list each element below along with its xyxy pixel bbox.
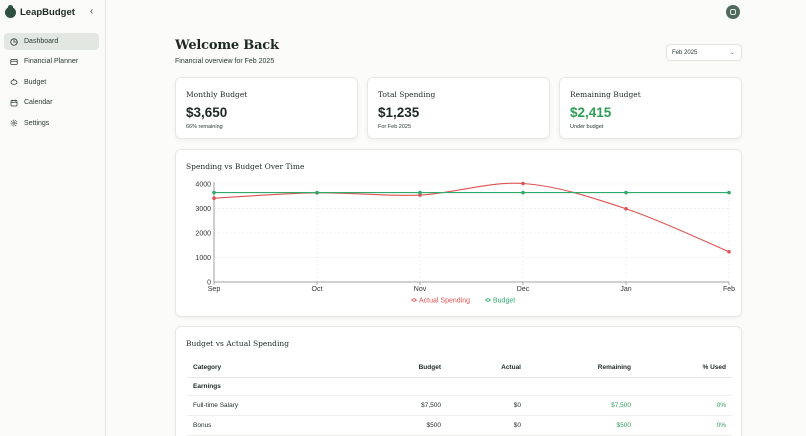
cell-budget: $500 (357, 415, 447, 436)
cell-remaining: $500 (527, 415, 637, 436)
sidebar-item-label: Settings (24, 119, 50, 127)
cell-category: Full-time Salary (187, 395, 357, 416)
user-avatar[interactable] (726, 5, 740, 19)
data-point (727, 249, 731, 254)
x-tick-label: Jan (620, 286, 631, 293)
sidebar-item-dashboard[interactable]: Dashboard (4, 33, 99, 50)
sidebar-item-calendar[interactable]: Calendar (4, 94, 99, 111)
x-tick-label: Nov (414, 286, 427, 293)
data-point (624, 206, 628, 211)
brand-name: LeapBudget (20, 6, 75, 18)
user-icon (730, 9, 736, 15)
column-header: Budget (357, 358, 447, 378)
monthly-budget-card: Monthly Budget $3,650 66% remaining (175, 77, 358, 139)
cell-used: 0% (637, 415, 732, 436)
x-tick-label: Oct (312, 286, 323, 293)
card-note: For Feb 2025 (378, 124, 412, 130)
data-point (727, 190, 731, 195)
x-tick-label: Feb (723, 286, 735, 293)
sidebar-item-label: Budget (24, 78, 47, 86)
y-tick-label: 1000 (195, 255, 211, 262)
budget-table-card: Budget vs Actual Spending Category Budge… (175, 326, 742, 436)
cell-budget: $7,500 (357, 395, 447, 416)
budget-table: Category Budget Actual Remaining % Used … (187, 358, 732, 436)
card-value: $1,235 (378, 105, 420, 120)
sidebar-item-label: Financial Planner (24, 58, 79, 66)
data-point (418, 190, 422, 195)
gear-icon (10, 119, 18, 127)
legend-marker (486, 298, 490, 302)
table-group-row: Earnings (187, 377, 732, 396)
x-tick-label: Sep (208, 286, 221, 293)
table-row[interactable]: Full-time Salary $7,500 $0 $7,500 0% (187, 395, 732, 416)
sidebar-item-label: Dashboard (24, 38, 59, 45)
remaining-budget-card: Remaining Budget $2,415 Under budget (559, 77, 742, 139)
cell-category: Bonus (187, 415, 357, 436)
chart-title: Spending vs Budget Over Time (186, 162, 305, 171)
cell-used: 0% (637, 395, 732, 416)
y-tick-label: 3000 (195, 206, 211, 213)
column-header: Category (187, 358, 357, 378)
month-select-value: Feb 2025 (672, 49, 698, 56)
legend-label: Budget (493, 298, 515, 305)
sidebar-nav: Dashboard Financial Planner Budget Calen… (4, 33, 99, 135)
chevron-down-icon: ⌄ (729, 50, 735, 56)
table-title: Budget vs Actual Spending (186, 339, 290, 348)
card-note: Under budget (570, 124, 604, 130)
y-tick-label: 0 (207, 280, 211, 287)
x-tick-label: Dec (517, 286, 530, 293)
page-subtitle: Financial overview for Feb 2025 (175, 58, 275, 65)
legend-label: Actual Spending (419, 298, 470, 305)
sidebar-item-budget[interactable]: Budget (4, 74, 99, 91)
card-title: Total Spending (378, 90, 436, 99)
column-header: Remaining (527, 358, 637, 378)
y-tick-label: 4000 (195, 182, 211, 189)
table-row[interactable]: Bonus $500 $0 $500 0% (187, 415, 732, 436)
pie-chart-icon (10, 37, 18, 46)
cell-actual: $0 (447, 415, 527, 436)
sidebar: LeapBudget ‹ Dashboard Financial Planner… (0, 0, 106, 436)
sidebar-item-financial-planner[interactable]: Financial Planner (4, 53, 99, 70)
card-note: 66% remaining (186, 124, 223, 130)
piggy-logo-icon (5, 4, 16, 18)
total-spending-card: Total Spending $1,235 For Feb 2025 (367, 77, 550, 139)
month-select[interactable]: Feb 2025 ⌄ (666, 44, 742, 61)
card-value: $3,650 (186, 105, 228, 120)
table-header-row: Category Budget Actual Remaining % Used (187, 358, 732, 378)
data-point (315, 190, 319, 195)
spending-line-chart: 0 1000 2000 3000 4000 Sep Oct Nov Dec Jan Feb Actua… (195, 181, 735, 305)
spending-chart-card: Spending vs Budget Over Time 0 1000 2000 30… (175, 149, 742, 317)
collapse-sidebar-button[interactable]: ‹ (89, 6, 94, 17)
cell-remaining: $7,500 (527, 395, 637, 416)
column-header: Actual (447, 358, 527, 378)
data-point (521, 181, 525, 186)
column-header: % Used (637, 358, 732, 378)
card-title: Monthly Budget (186, 90, 248, 99)
sidebar-item-settings[interactable]: Settings (4, 115, 99, 132)
card-value: $2,415 (570, 105, 612, 120)
page-title: Welcome Back (175, 38, 279, 53)
data-point (212, 196, 216, 201)
data-point (521, 190, 525, 195)
card-title: Remaining Budget (570, 90, 641, 99)
data-point (212, 190, 216, 195)
group-label: Earnings (187, 377, 732, 396)
piggy-bank-icon (10, 79, 18, 86)
sidebar-item-label: Calendar (24, 99, 53, 107)
calendar-icon (10, 99, 18, 107)
brand[interactable]: LeapBudget (5, 4, 75, 19)
data-point (624, 190, 628, 195)
legend-marker (412, 298, 416, 302)
cell-actual: $0 (447, 395, 527, 416)
y-tick-label: 2000 (195, 231, 211, 238)
series-line-actual-spending (213, 182, 730, 253)
wallet-icon (10, 59, 18, 65)
